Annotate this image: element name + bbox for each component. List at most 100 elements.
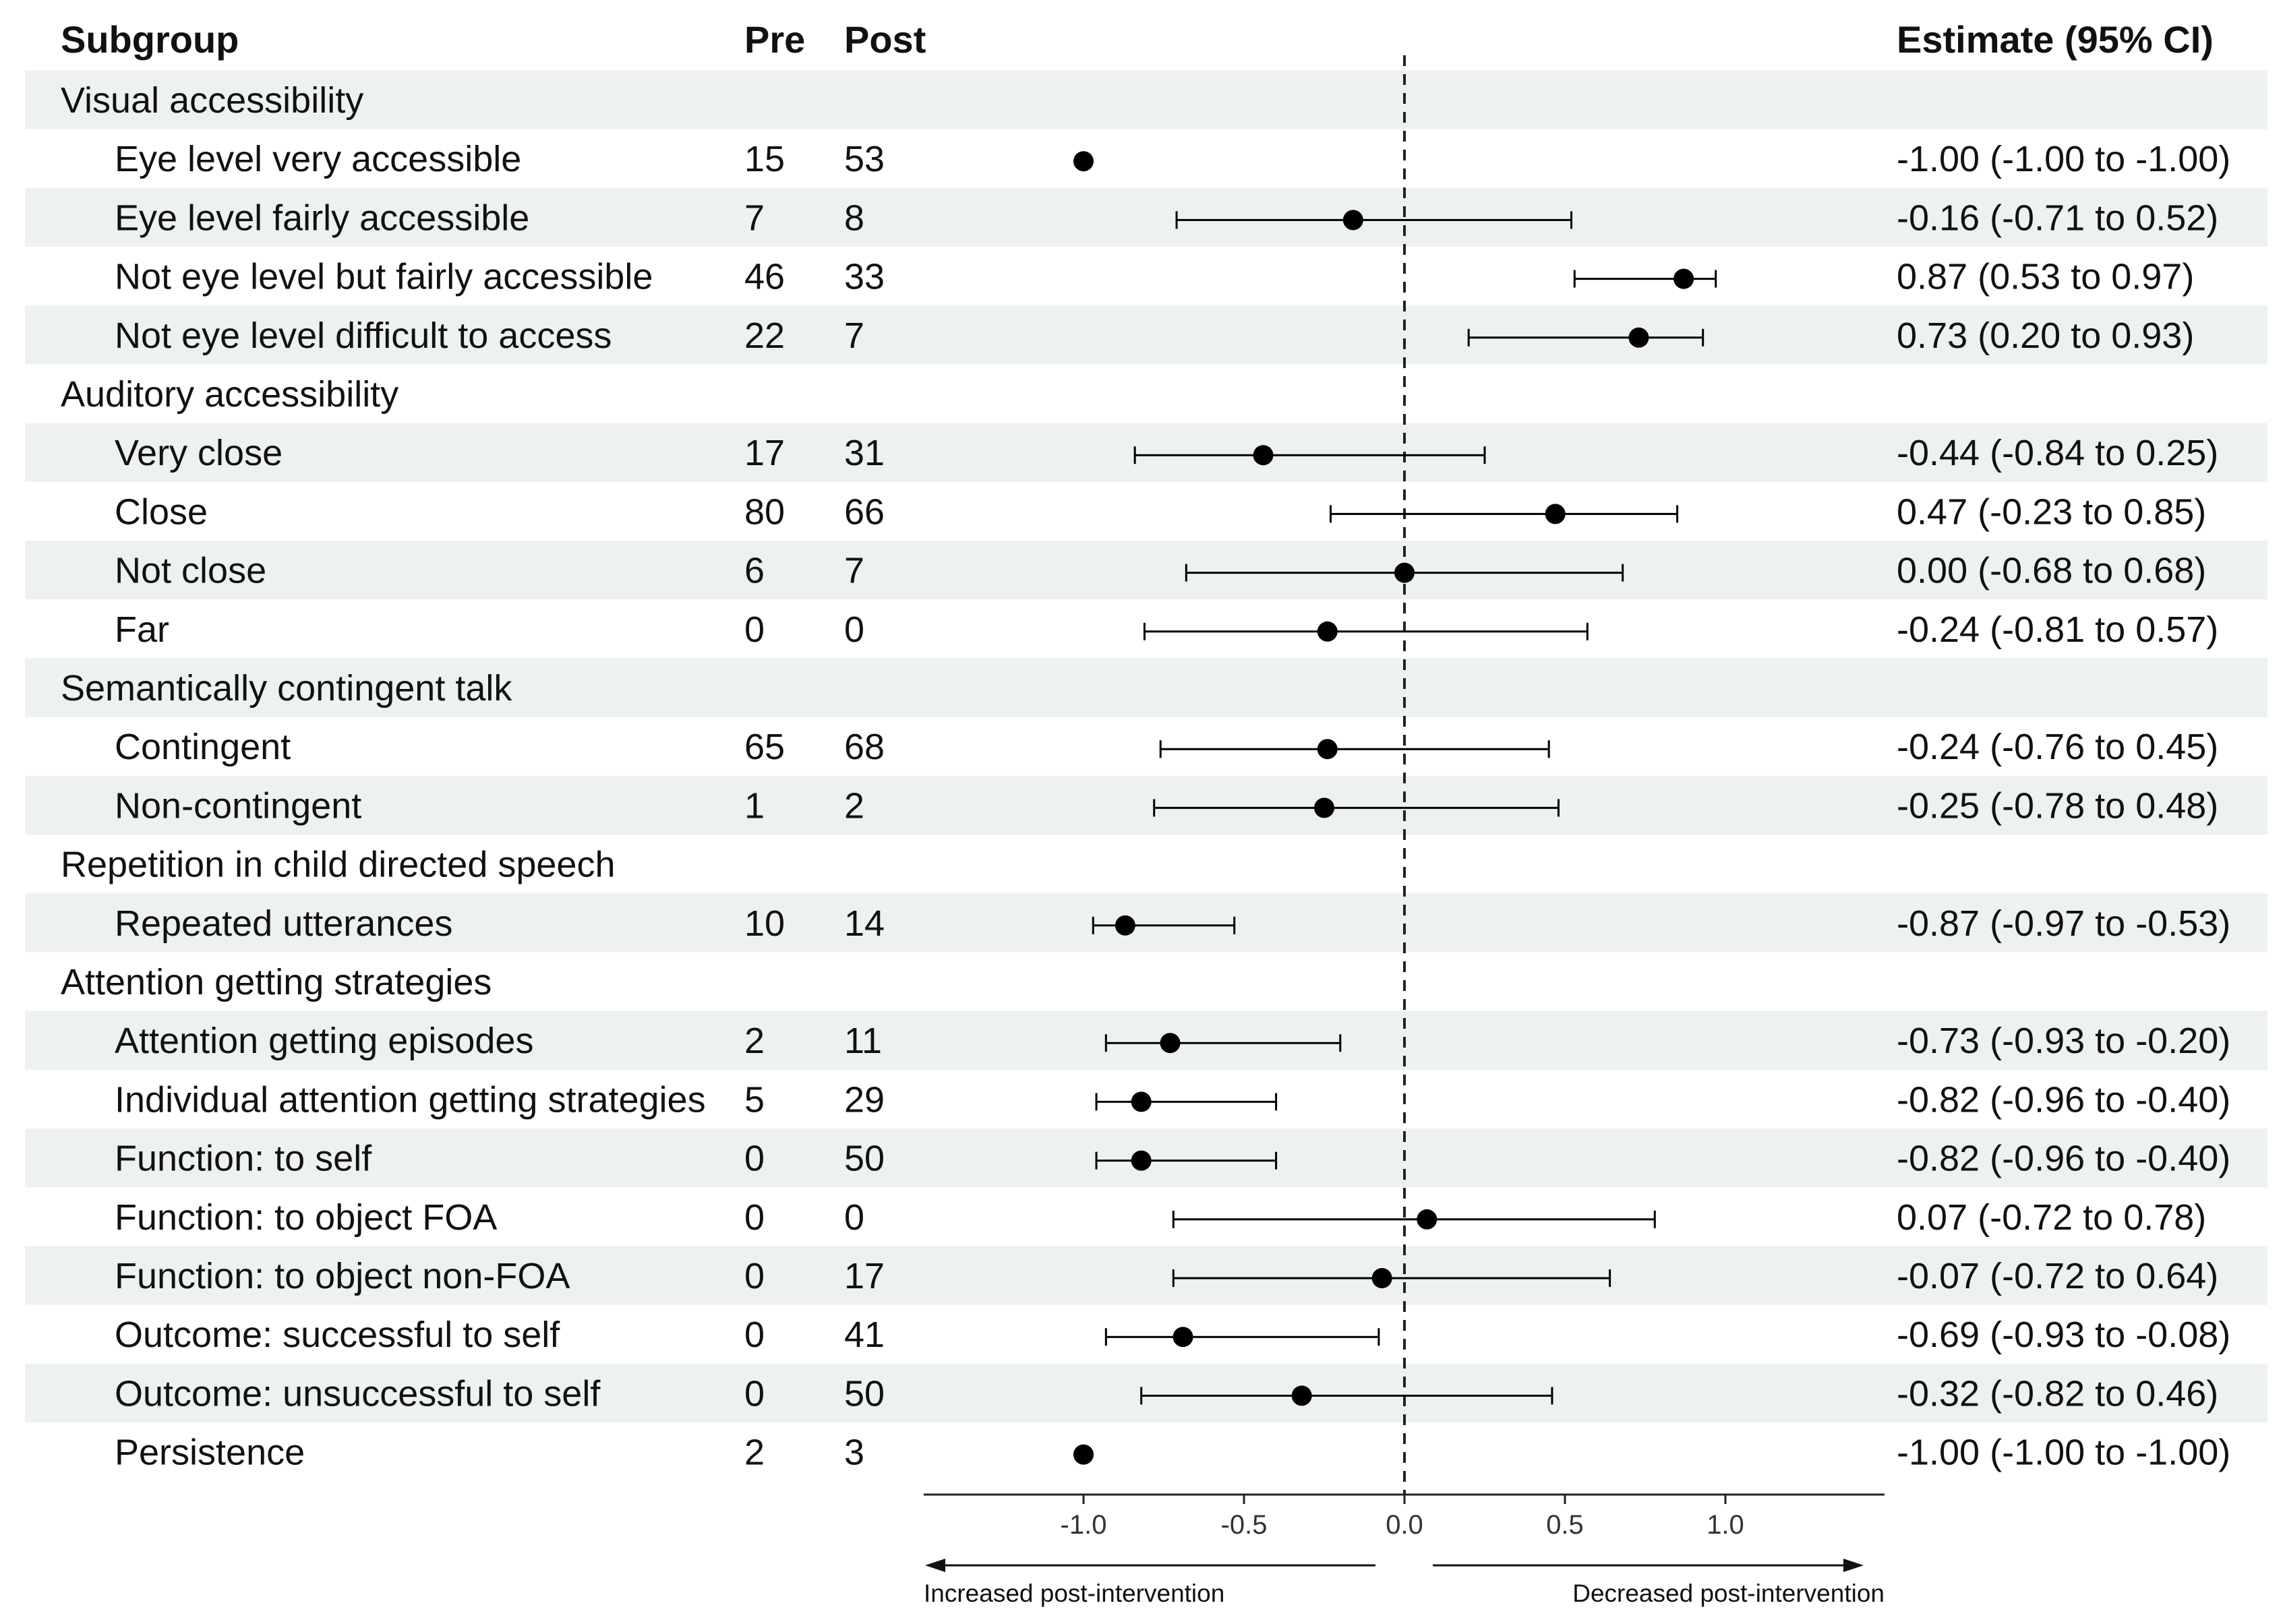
post-count: 2 xyxy=(844,785,864,826)
estimate-text: 0.87 (0.53 to 0.97) xyxy=(1897,257,2194,297)
pre-count: 22 xyxy=(744,315,785,356)
header-subgroup: Subgroup xyxy=(61,18,239,61)
estimate-text: 0.00 (-0.68 to 0.68) xyxy=(1897,551,2206,591)
group-label: Attention getting strategies xyxy=(61,962,492,1002)
estimate-text: -0.07 (-0.72 to 0.64) xyxy=(1897,1256,2218,1296)
estimate-text: -1.00 (-1.00 to -1.00) xyxy=(1897,1433,2230,1473)
table-rows: Visual accessibility Eye level very acces… xyxy=(61,80,2230,1473)
estimate-text: 0.07 (-0.72 to 0.78) xyxy=(1897,1197,2206,1238)
post-count: 3 xyxy=(844,1433,864,1473)
post-count: 7 xyxy=(844,315,864,356)
post-count: 17 xyxy=(844,1256,885,1296)
post-count: 7 xyxy=(844,551,864,591)
group-label: Visual accessibility xyxy=(61,80,363,121)
x-axis-ticks: -1.0 -0.5 0.0 0.5 1.0 xyxy=(1061,1495,1744,1540)
estimate-text: 0.73 (0.20 to 0.93) xyxy=(1897,315,2194,356)
header-pre: Pre xyxy=(744,18,805,61)
point-estimate xyxy=(1342,210,1363,231)
point-estimate xyxy=(1291,1385,1312,1406)
subgroup-label: Function: to object non-FOA xyxy=(115,1256,570,1296)
row-stripe xyxy=(25,775,2267,835)
arrow-right-head xyxy=(1843,1559,1864,1572)
post-count: 0 xyxy=(844,609,864,650)
row-stripe xyxy=(25,423,2267,482)
estimate-text: 0.47 (-0.23 to 0.85) xyxy=(1897,491,2206,532)
point-estimate xyxy=(1160,1033,1181,1054)
pre-count: 2 xyxy=(744,1021,765,1061)
point-estimate xyxy=(1394,562,1415,583)
row-stripe xyxy=(25,893,2267,953)
subgroup-label: Not close xyxy=(115,551,266,591)
point-estimate xyxy=(1314,798,1334,818)
pre-count: 65 xyxy=(744,727,785,767)
group-label: Auditory accessibility xyxy=(61,374,398,415)
x-tick-label: -0.5 xyxy=(1221,1510,1268,1540)
estimate-text: -0.82 (-0.96 to -0.40) xyxy=(1897,1079,2230,1120)
point-estimate xyxy=(1115,915,1135,936)
post-count: 41 xyxy=(844,1315,885,1355)
estimate-text: -1.00 (-1.00 to -1.00) xyxy=(1897,139,2230,179)
estimate-text: -0.16 (-0.71 to 0.52) xyxy=(1897,198,2218,238)
post-count: 14 xyxy=(844,903,885,944)
pre-count: 7 xyxy=(744,198,765,238)
estimate-text: -0.69 (-0.93 to -0.08) xyxy=(1897,1315,2230,1355)
post-count: 50 xyxy=(844,1373,885,1414)
x-tick-label: 1.0 xyxy=(1707,1510,1744,1540)
arrow-left-head xyxy=(925,1559,945,1572)
subgroup-label: Contingent xyxy=(115,727,291,767)
direction-label-left: Increased post-intervention xyxy=(924,1580,1224,1607)
subgroup-label: Close xyxy=(115,491,208,532)
group-label: Repetition in child directed speech xyxy=(61,845,616,885)
post-count: 0 xyxy=(844,1197,864,1238)
pre-count: 46 xyxy=(744,257,785,297)
estimate-text: -0.24 (-0.81 to 0.57) xyxy=(1897,609,2218,650)
subgroup-label: Very close xyxy=(115,433,283,473)
estimate-text: -0.73 (-0.93 to -0.20) xyxy=(1897,1021,2230,1061)
estimate-text: -0.82 (-0.96 to -0.40) xyxy=(1897,1139,2230,1179)
subgroup-label: Not eye level difficult to access xyxy=(115,315,612,356)
estimate-text: -0.25 (-0.78 to 0.48) xyxy=(1897,785,2218,826)
pre-count: 0 xyxy=(744,609,765,650)
row-stripe xyxy=(25,1363,2267,1422)
subgroup-label: Far xyxy=(115,609,169,650)
pre-count: 0 xyxy=(744,1256,765,1296)
subgroup-label: Outcome: successful to self xyxy=(115,1315,560,1355)
point-estimate xyxy=(1073,1444,1094,1465)
subgroup-label: Not eye level but fairly accessible xyxy=(115,257,653,297)
row-stripe xyxy=(25,70,2267,129)
point-estimate xyxy=(1131,1091,1152,1112)
header-post: Post xyxy=(844,18,926,61)
point-estimate xyxy=(1628,327,1649,348)
point-estimate xyxy=(1317,739,1338,760)
pre-count: 1 xyxy=(744,785,765,826)
post-count: 33 xyxy=(844,257,885,297)
point-estimate xyxy=(1173,1327,1193,1348)
pre-count: 0 xyxy=(744,1315,765,1355)
post-count: 11 xyxy=(844,1021,882,1061)
subgroup-label: Attention getting episodes xyxy=(115,1021,533,1061)
subgroup-label: Function: to self xyxy=(115,1139,372,1179)
point-estimate xyxy=(1371,1268,1392,1288)
row-stripe xyxy=(25,541,2267,600)
pre-count: 5 xyxy=(744,1079,765,1120)
pre-count: 10 xyxy=(744,903,785,944)
post-count: 8 xyxy=(844,198,864,238)
x-axis: -1.0 -0.5 0.0 0.5 1.0 Increased post-interve… xyxy=(924,1493,1885,1607)
row-stripe xyxy=(25,305,2267,365)
pre-count: 6 xyxy=(744,551,765,591)
x-tick-label: 0.0 xyxy=(1386,1510,1423,1540)
estimate-text: -0.44 (-0.84 to 0.25) xyxy=(1897,433,2218,473)
group-label: Semantically contingent talk xyxy=(61,668,512,709)
direction-label-right: Decreased post-intervention xyxy=(1572,1580,1885,1607)
row-stripe xyxy=(25,1246,2267,1305)
point-estimate xyxy=(1253,445,1274,466)
pre-count: 17 xyxy=(744,433,785,473)
post-count: 68 xyxy=(844,727,885,767)
point-estimate xyxy=(1317,621,1338,642)
subgroup-label: Function: to object FOA xyxy=(115,1197,497,1238)
pre-count: 2 xyxy=(744,1433,765,1473)
post-count: 31 xyxy=(844,433,885,473)
subgroup-label: Non-contingent xyxy=(115,785,361,826)
post-count: 66 xyxy=(844,491,885,532)
